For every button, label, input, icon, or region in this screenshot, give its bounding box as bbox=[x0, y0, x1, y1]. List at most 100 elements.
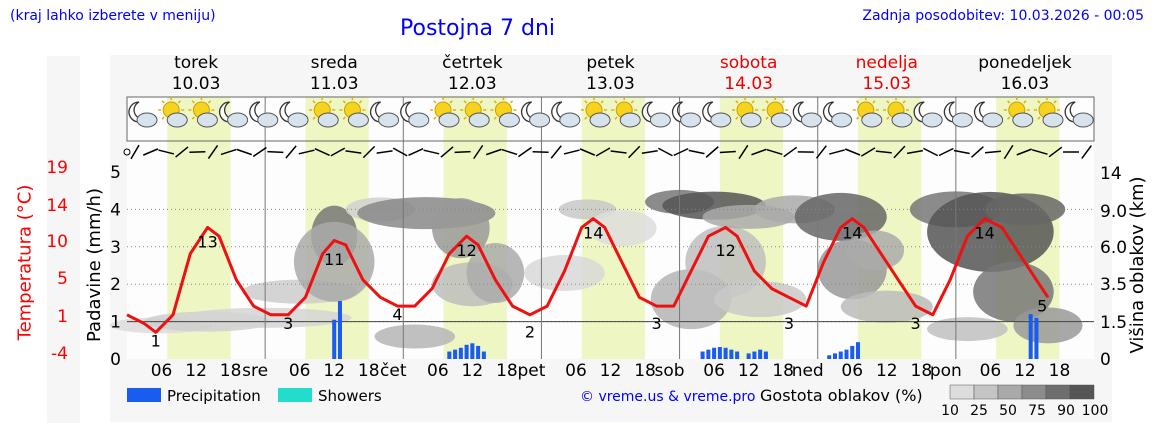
precipitation-legend-label: Precipitation bbox=[167, 387, 261, 405]
wind-barb bbox=[485, 148, 502, 156]
region-hint-link[interactable]: (kraj lahko izberete v meniju) bbox=[10, 8, 216, 24]
wind-barb bbox=[984, 150, 1002, 154]
day-short-label: pon bbox=[930, 361, 962, 381]
cloud-cover-patch bbox=[846, 230, 905, 271]
precip-bar bbox=[464, 344, 469, 359]
wind-barb bbox=[657, 147, 673, 157]
wind-barb bbox=[595, 147, 611, 157]
wind-barb bbox=[345, 150, 362, 154]
hour-tick: 06 bbox=[841, 361, 863, 381]
wind-barb bbox=[563, 149, 580, 155]
wind-barb bbox=[738, 144, 749, 160]
precip-bar bbox=[832, 353, 837, 359]
wind-barb bbox=[1016, 148, 1032, 156]
temperature-axis-tick: 19 bbox=[46, 158, 68, 178]
wind-barb bbox=[970, 146, 984, 158]
temperature-label: 12 bbox=[456, 241, 476, 260]
precip-bar bbox=[332, 319, 337, 359]
precip-bar bbox=[855, 342, 861, 359]
density-swatch bbox=[949, 384, 975, 400]
wind-barb bbox=[252, 146, 267, 158]
wind-barb bbox=[1048, 146, 1063, 158]
precip-axis-tick: 3 bbox=[110, 238, 121, 258]
page-title: Postojna 7 dni bbox=[400, 16, 556, 41]
temperature-axis-tick: 5 bbox=[57, 269, 68, 289]
density-tick: 25 bbox=[970, 403, 988, 419]
wind-barb bbox=[938, 147, 954, 157]
precip-bar bbox=[481, 351, 486, 359]
wind-barb bbox=[783, 146, 798, 158]
sun-cloud-icon bbox=[762, 97, 792, 128]
temperature-label: 14 bbox=[842, 224, 862, 243]
wind-barb-row bbox=[123, 144, 1093, 160]
cloud-axis-tick: 1.5 bbox=[1100, 313, 1127, 333]
icon-row-frame bbox=[126, 96, 1095, 142]
temperature-label: 4 bbox=[392, 305, 402, 324]
cloud-axis-tick: 9.0 bbox=[1100, 202, 1127, 222]
day-date: 15.03 bbox=[862, 74, 911, 94]
wind-barb bbox=[893, 145, 906, 159]
legend: Precipitation Showers © vreme.us & vreme.p… bbox=[127, 384, 1108, 419]
precip-bar bbox=[844, 349, 849, 359]
wind-barb bbox=[673, 147, 689, 157]
precip-bar bbox=[735, 351, 740, 359]
moon-cloud-icon bbox=[279, 101, 309, 128]
wind-barb bbox=[376, 150, 393, 154]
precip-axis-tick: 2 bbox=[110, 275, 121, 295]
hour-tick: 18 bbox=[358, 361, 380, 381]
temperature-label: 5 bbox=[1037, 296, 1047, 315]
temperature-label: 11 bbox=[324, 250, 344, 269]
temperature-label: 12 bbox=[715, 241, 735, 260]
wind-barb bbox=[628, 145, 641, 159]
temperature-label: 2 bbox=[525, 323, 535, 342]
density-swatch bbox=[973, 384, 999, 400]
temperature-label: 3 bbox=[784, 314, 794, 333]
wind-barb bbox=[1081, 145, 1093, 159]
sun-cloud-icon bbox=[158, 97, 188, 128]
cloud-cover-patch bbox=[374, 324, 456, 349]
precip-bar bbox=[758, 349, 763, 359]
hour-tick: 12 bbox=[876, 361, 898, 381]
last-updated: Zadnja posodobitev: 10.03.2026 - 00:05 bbox=[862, 8, 1144, 24]
day-date: 14.03 bbox=[724, 74, 773, 94]
cloud-axis-label: Višina oblakov (km) bbox=[1127, 176, 1148, 353]
wind-barb bbox=[267, 150, 284, 154]
temperature-label: 13 bbox=[197, 232, 217, 251]
wind-barb bbox=[207, 145, 219, 159]
hour-tick: 12 bbox=[1014, 361, 1036, 381]
cloud-axis-tick: 0 bbox=[1100, 350, 1111, 370]
wind-barb bbox=[158, 149, 175, 155]
hour-tick: 18 bbox=[772, 361, 794, 381]
wind-barb bbox=[1003, 144, 1014, 160]
showers-swatch bbox=[278, 388, 312, 402]
precipitation-bars bbox=[332, 301, 1039, 359]
moon-cloud-icon bbox=[943, 101, 973, 128]
day-name: četrtek bbox=[442, 53, 503, 73]
precip-bar bbox=[700, 351, 705, 359]
wind-barb bbox=[550, 145, 562, 159]
cloud-cover-patch bbox=[927, 317, 1008, 342]
wind-barb bbox=[175, 146, 189, 158]
temperature-axis-tick: 1 bbox=[57, 307, 68, 327]
sun-cloud-icon bbox=[852, 97, 883, 128]
precipitation-swatch bbox=[127, 388, 161, 402]
day-date: 13.03 bbox=[586, 74, 635, 94]
hour-tick: 06 bbox=[427, 361, 449, 381]
precip-bar bbox=[752, 351, 757, 359]
density-swatch bbox=[1045, 384, 1071, 400]
wind-barb bbox=[1031, 149, 1048, 155]
wind-barb bbox=[298, 149, 315, 155]
wind-barb bbox=[423, 149, 440, 155]
precip-axis-tick: 4 bbox=[110, 200, 121, 220]
wind-barb bbox=[408, 148, 424, 156]
wind-barb bbox=[314, 148, 330, 156]
showers-legend-label: Showers bbox=[318, 387, 382, 405]
hour-tick: 18 bbox=[220, 361, 242, 381]
wind-barb bbox=[440, 146, 454, 158]
wind-barb bbox=[579, 148, 596, 156]
temperature-axis-tick: -4 bbox=[51, 344, 68, 364]
temperature-axis-panel bbox=[47, 56, 80, 423]
sun-cloud-icon bbox=[732, 97, 762, 128]
